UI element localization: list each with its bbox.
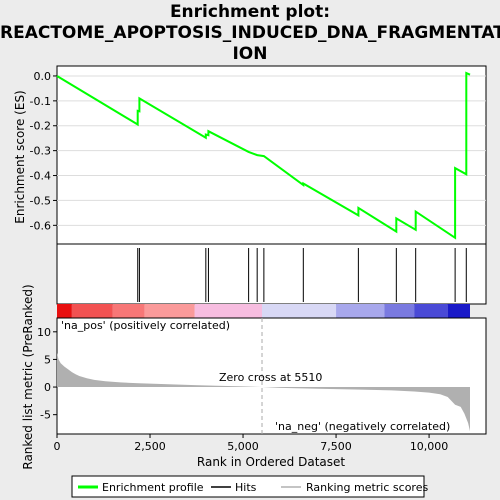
- legend-profile-label: Enrichment profile: [102, 481, 204, 494]
- negative-correlation-label: 'na_neg' (negatively correlated): [275, 420, 450, 433]
- color-bar-segment: [262, 304, 337, 318]
- legend-metric-label: Ranking metric scores: [306, 481, 428, 494]
- es-panel-frame: [56, 65, 487, 245]
- color-bar-segment: [112, 304, 145, 318]
- x-axis-label: Rank in Ordered Dataset: [197, 455, 345, 469]
- legend-hits-label: Hits: [235, 481, 257, 494]
- color-bar-segment: [414, 304, 448, 318]
- metric-y-axis-label: Ranked list metric (PreRanked): [21, 284, 35, 469]
- metric-y-tick-label: -5: [40, 409, 51, 422]
- color-bar-segment: [57, 304, 72, 318]
- color-bar-segment: [384, 304, 415, 318]
- metric-y-tick-label: 10: [37, 326, 51, 339]
- es-y-axis-label: Enrichment score (ES): [13, 90, 27, 223]
- ranking-color-bar: [57, 304, 470, 318]
- enrichment-profile-line: [56, 71, 471, 240]
- es-y-tick-label: -0.1: [30, 95, 51, 108]
- es-y-tick-label: -0.6: [30, 219, 51, 232]
- metric-panel-frame: [56, 317, 487, 435]
- x-tick-label: 7,500: [320, 440, 352, 453]
- legend: Enrichment profile Hits Ranking metric s…: [71, 475, 428, 498]
- hits-panel-frame: [56, 243, 487, 305]
- es-gridlines: [57, 75, 486, 226]
- hit-markers: [137, 248, 467, 302]
- metric-y-tick-label: 5: [44, 353, 51, 366]
- metric-y-tick-label: 0: [44, 381, 51, 394]
- x-tick-label: 5,000: [227, 440, 259, 453]
- es-y-tick-label: -0.5: [30, 194, 51, 207]
- es-y-tick-label: -0.3: [30, 145, 51, 158]
- x-axis-ticks: 0 2,500 5,000 7,500 10,000: [54, 434, 449, 453]
- title-line-1: Enrichment plot:: [169, 2, 331, 22]
- chart-title: Enrichment plot: REACTOME_APOPTOSIS_INDU…: [0, 2, 500, 65]
- color-bar-segment: [144, 304, 195, 318]
- es-y-tick-label: 0.0: [34, 70, 52, 83]
- x-tick-label: 2,500: [134, 440, 166, 453]
- color-bar-segment: [336, 304, 385, 318]
- title-line-2: REACTOME_APOPTOSIS_INDUCED_DNA_FRAGMENTA…: [0, 23, 500, 43]
- title-line-3: ION: [232, 44, 268, 64]
- es-y-tick-label: -0.2: [30, 120, 51, 133]
- x-tick-label: 0: [54, 440, 61, 453]
- es-y-tick-label: -0.4: [30, 170, 51, 183]
- zero-cross-label: Zero cross at 5510: [219, 371, 322, 384]
- metric-y-ticks: 10 5 0 -5: [37, 326, 57, 422]
- color-bar-segment: [447, 304, 470, 318]
- color-bar-segment: [194, 304, 263, 318]
- legend-box: [71, 475, 425, 498]
- positive-correlation-label: 'na_pos' (positively correlated): [61, 319, 230, 332]
- x-tick-label: 10,000: [410, 440, 449, 453]
- es-y-ticks: 0.0 -0.1 -0.2 -0.3 -0.4 -0.5 -0.6: [30, 70, 57, 232]
- color-bar-segment: [71, 304, 113, 318]
